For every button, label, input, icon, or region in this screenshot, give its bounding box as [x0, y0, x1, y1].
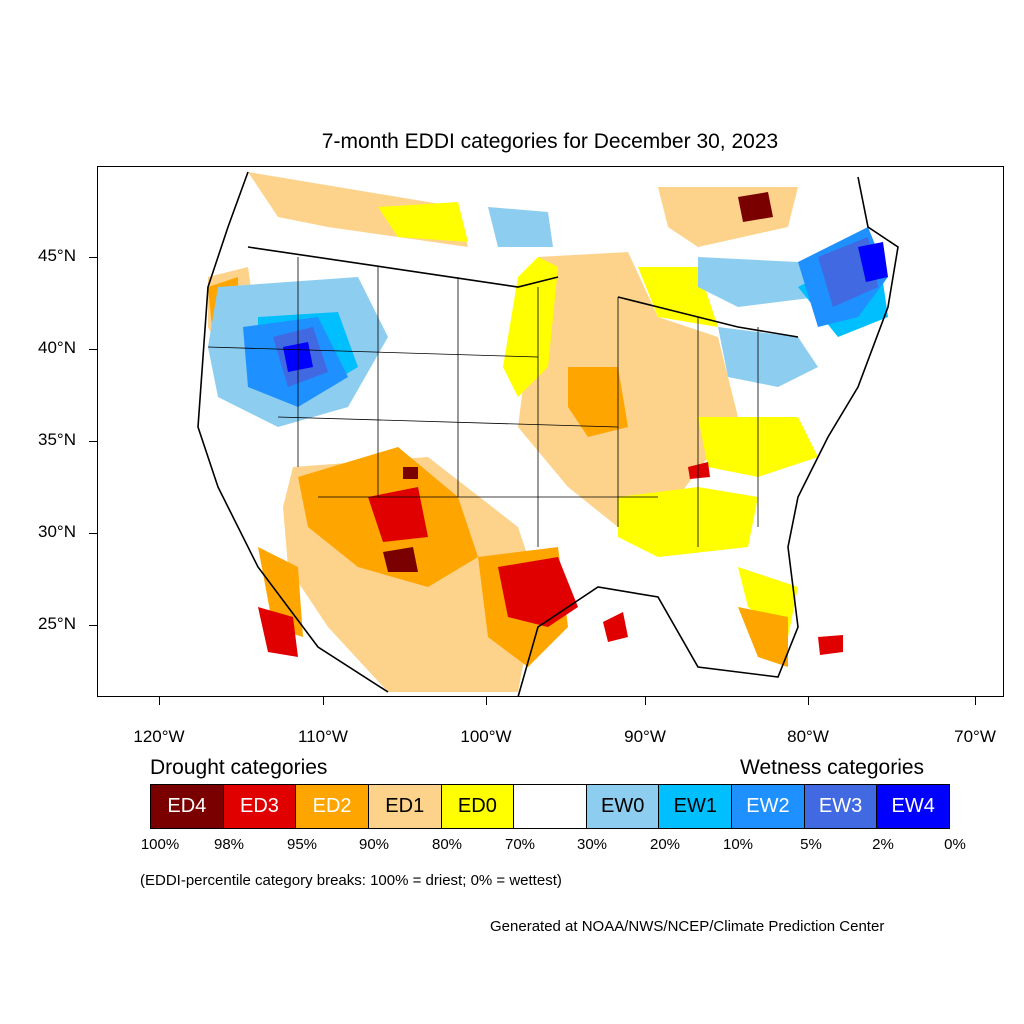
- lon-tick: [645, 697, 646, 705]
- break-label: 70%: [504, 836, 536, 853]
- lon-tick: [159, 697, 160, 705]
- legend-box-ed1: ED1: [368, 785, 442, 828]
- credit-line: Generated at NOAA/NWS/NCEP/Climate Predi…: [490, 918, 885, 935]
- lon-label-80w: 80°W: [787, 727, 829, 746]
- lat-label-45n: 45°N: [38, 246, 76, 265]
- legend-box-ew1: EW1: [659, 785, 733, 828]
- break-label: 30%: [576, 836, 608, 853]
- break-label: 100%: [140, 836, 180, 853]
- category-note: (EDDI-percentile category breaks: 100% =…: [140, 872, 562, 889]
- lat-label-25n: 25°N: [38, 614, 76, 633]
- lon-label-120w: 120°W: [133, 727, 185, 746]
- legend-box-ed3: ED3: [223, 785, 297, 828]
- break-label: 0%: [944, 836, 966, 853]
- lat-tick: [89, 533, 97, 534]
- legend-box-ew4: EW4: [877, 785, 950, 828]
- lat-tick: [89, 257, 97, 258]
- legend-box-ed2: ED2: [296, 785, 369, 828]
- lat-tick: [89, 441, 97, 442]
- legend-box-ew3: EW3: [804, 785, 878, 828]
- legend-colorbar: ED4 ED3 ED2 ED1 ED0 EW0 EW1 EW2 EW3 EW4: [150, 784, 950, 829]
- lat-label-35n: 35°N: [38, 430, 76, 449]
- break-label: 20%: [649, 836, 681, 853]
- lon-tick: [323, 697, 324, 705]
- lon-tick: [486, 697, 487, 705]
- wetness-heading: Wetness categories: [740, 756, 925, 779]
- lat-label-30n: 30°N: [38, 522, 76, 541]
- ed3-areas: [258, 462, 843, 657]
- lon-label-90w: 90°W: [624, 727, 666, 746]
- map-panel: [97, 166, 1004, 697]
- map-title: 7-month EDDI categories for December 30,…: [321, 130, 779, 153]
- break-label: 98%: [213, 836, 245, 853]
- legend-box-ew2: EW2: [732, 785, 805, 828]
- lat-label-40n: 40°N: [38, 338, 76, 357]
- lon-tick: [975, 697, 976, 705]
- break-label: 95%: [286, 836, 318, 853]
- break-label: 10%: [722, 836, 754, 853]
- lon-label-70w: 70°W: [954, 727, 996, 746]
- lat-tick: [89, 349, 97, 350]
- ed4-areas: [383, 192, 773, 572]
- legend-box-normal: [514, 785, 587, 828]
- break-label: 5%: [800, 836, 822, 853]
- ed0-areas: [378, 202, 818, 637]
- legend-box-ew0: EW0: [586, 785, 660, 828]
- state-borders: [207, 257, 759, 547]
- lon-label-110w: 110°W: [298, 727, 348, 746]
- legend-box-ed4: ED4: [151, 785, 224, 828]
- drought-heading: Drought categories: [150, 756, 328, 779]
- lat-tick: [89, 625, 97, 626]
- eddi-map: [197, 171, 899, 696]
- break-label: 2%: [872, 836, 894, 853]
- break-label: 90%: [358, 836, 390, 853]
- break-label: 80%: [431, 836, 463, 853]
- legend-box-ed0: ED0: [441, 785, 515, 828]
- lon-tick: [808, 697, 809, 705]
- lon-label-100w: 100°W: [460, 727, 512, 746]
